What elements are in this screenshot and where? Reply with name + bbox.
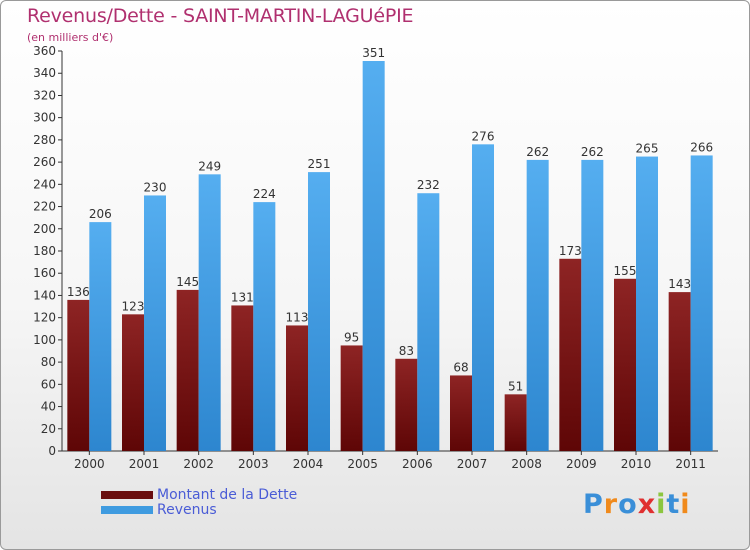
data-label-revenus: 251 (308, 157, 331, 171)
data-label-revenus: 265 (636, 142, 659, 156)
data-label-revenus: 230 (144, 180, 167, 194)
bar-revenus (144, 195, 166, 451)
data-label-revenus: 249 (198, 159, 221, 173)
bar-dette (668, 292, 691, 451)
bar-revenus (308, 172, 330, 451)
y-tick-label: 80 (41, 355, 56, 369)
data-label-revenus: 206 (89, 207, 112, 221)
bar-dette (450, 375, 472, 451)
data-label-dette: 113 (286, 310, 309, 324)
bar-dette (122, 314, 144, 451)
logo-letter: i (656, 489, 667, 520)
y-tick-label: 260 (33, 155, 56, 169)
data-label-dette: 95 (344, 330, 359, 344)
y-tick-label: 120 (33, 311, 56, 325)
y-tick-label: 60 (41, 377, 56, 391)
y-tick-label: 200 (33, 222, 56, 236)
data-label-dette: 68 (453, 360, 468, 374)
x-tick-label: 2003 (238, 457, 269, 471)
y-tick-label: 140 (33, 288, 56, 302)
bar-revenus (417, 193, 440, 451)
x-tick-label: 2009 (566, 457, 597, 471)
logo-letter: i (680, 489, 691, 520)
y-tick-label: 160 (33, 266, 56, 280)
bar-revenus (526, 159, 549, 451)
bar-dette (176, 289, 199, 451)
chart-subtitle: (en milliers d'€) (27, 31, 114, 44)
data-label-revenus: 266 (690, 140, 713, 154)
bar-revenus (198, 174, 221, 452)
logo-letter: x (637, 489, 657, 520)
y-tick-label: 180 (33, 244, 56, 258)
proxiti-logo: Proxiti (583, 489, 691, 520)
y-tick-label: 360 (33, 44, 56, 58)
x-tick-label: 2006 (402, 457, 433, 471)
y-tick-label: 280 (33, 133, 56, 147)
x-tick-label: 2011 (675, 457, 706, 471)
x-tick-label: 2000 (74, 457, 105, 471)
bar-revenus (253, 202, 276, 451)
y-tick-label: 300 (33, 111, 56, 125)
bar-dette (340, 345, 363, 451)
bar-dette (559, 258, 582, 451)
data-label-dette: 155 (614, 264, 637, 278)
x-tick-label: 2007 (457, 457, 488, 471)
x-tick-label: 2010 (621, 457, 652, 471)
data-label-revenus: 232 (417, 178, 440, 192)
chart-title: Revenus/Dette - SAINT-MARTIN-LAGUéPIE (27, 5, 414, 27)
bar-revenus (472, 144, 494, 452)
legend-label-revenus: Revenus (157, 501, 217, 518)
data-label-revenus: 262 (526, 145, 549, 159)
logo-letter: P (583, 489, 604, 520)
x-tick-label: 2004 (293, 457, 324, 471)
data-label-revenus: 276 (472, 129, 495, 143)
logo-letter: r (603, 489, 619, 520)
x-tick-label: 2001 (129, 457, 160, 471)
bar-dette (504, 394, 527, 451)
y-tick-label: 40 (41, 400, 56, 414)
data-label-dette: 123 (122, 299, 145, 313)
bar-dette (614, 278, 636, 451)
bar-dette (231, 305, 254, 451)
data-label-dette: 83 (399, 344, 414, 358)
bar-dette (286, 325, 308, 451)
bar-revenus (690, 155, 713, 451)
bar-revenus (89, 222, 112, 451)
y-tick-label: 320 (33, 88, 56, 102)
data-label-dette: 143 (668, 277, 691, 291)
y-tick-label: 100 (33, 333, 56, 347)
legend-label-dette: Montant de la Dette (157, 486, 298, 503)
data-label-dette: 145 (176, 275, 199, 289)
data-label-dette: 136 (67, 285, 90, 299)
x-tick-label: 2002 (183, 457, 214, 471)
bar-revenus (636, 156, 658, 452)
data-label-dette: 51 (508, 379, 523, 393)
logo-letter: o (618, 489, 638, 520)
y-tick-label: 0 (48, 444, 56, 458)
x-tick-label: 2005 (347, 457, 378, 471)
data-label-dette: 173 (559, 244, 582, 258)
legend-swatch-dette (101, 490, 153, 499)
data-label-dette: 131 (231, 290, 254, 304)
logo-letter: t (666, 489, 681, 520)
y-tick-label: 340 (33, 66, 56, 80)
bar-dette (395, 358, 418, 451)
legend-swatch-revenus (101, 505, 153, 514)
legend-item-dette: Montant de la Dette (101, 486, 298, 503)
data-label-revenus: 351 (362, 46, 385, 60)
y-tick-label: 220 (33, 200, 56, 214)
x-tick-label: 2008 (511, 457, 542, 471)
data-label-revenus: 224 (253, 187, 276, 201)
bar-dette (67, 299, 90, 451)
data-label-revenus: 262 (581, 145, 604, 159)
chart-legend: Montant de la Dette Revenus (101, 486, 298, 518)
legend-item-revenus: Revenus (101, 501, 297, 518)
bar-revenus (581, 159, 604, 451)
y-tick-label: 20 (41, 422, 56, 436)
y-tick-label: 240 (33, 177, 56, 191)
bar-revenus (362, 61, 385, 451)
